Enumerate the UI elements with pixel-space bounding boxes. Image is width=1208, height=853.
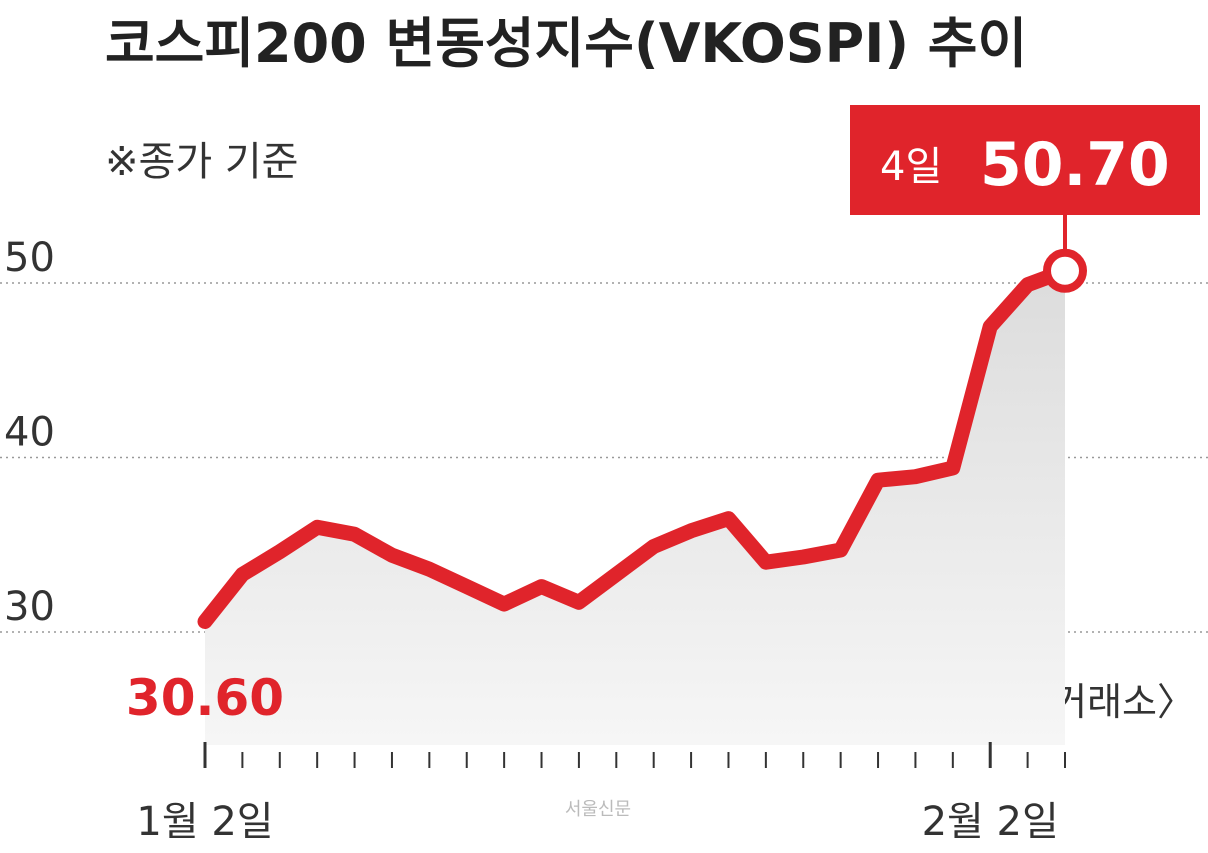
value-label: 50.70 xyxy=(980,130,1170,200)
subtitle: ※종가 기준 xyxy=(105,139,298,185)
y-tick-label: 50 xyxy=(4,235,55,281)
credit: 서울신문 xyxy=(565,799,631,820)
x-tick-label: 1월 2일 xyxy=(136,799,273,845)
end-marker xyxy=(1043,248,1087,293)
label-box xyxy=(850,105,1200,215)
y-tick-label: 40 xyxy=(4,410,55,456)
x-tick-label: 2월 2일 xyxy=(922,799,1059,845)
line xyxy=(197,263,1073,629)
chart-title: 코스피200 변동성지수(VKOSPI) 추이 xyxy=(105,12,1027,75)
value-label: 30.60 xyxy=(126,669,284,727)
area xyxy=(205,270,1065,745)
y-tick-label: 30 xyxy=(4,584,55,630)
annotation: 4일 xyxy=(880,144,942,190)
